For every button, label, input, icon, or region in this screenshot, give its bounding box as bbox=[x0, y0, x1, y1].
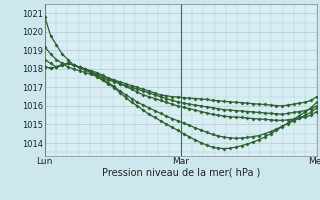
X-axis label: Pression niveau de la mer( hPa ): Pression niveau de la mer( hPa ) bbox=[102, 168, 260, 178]
